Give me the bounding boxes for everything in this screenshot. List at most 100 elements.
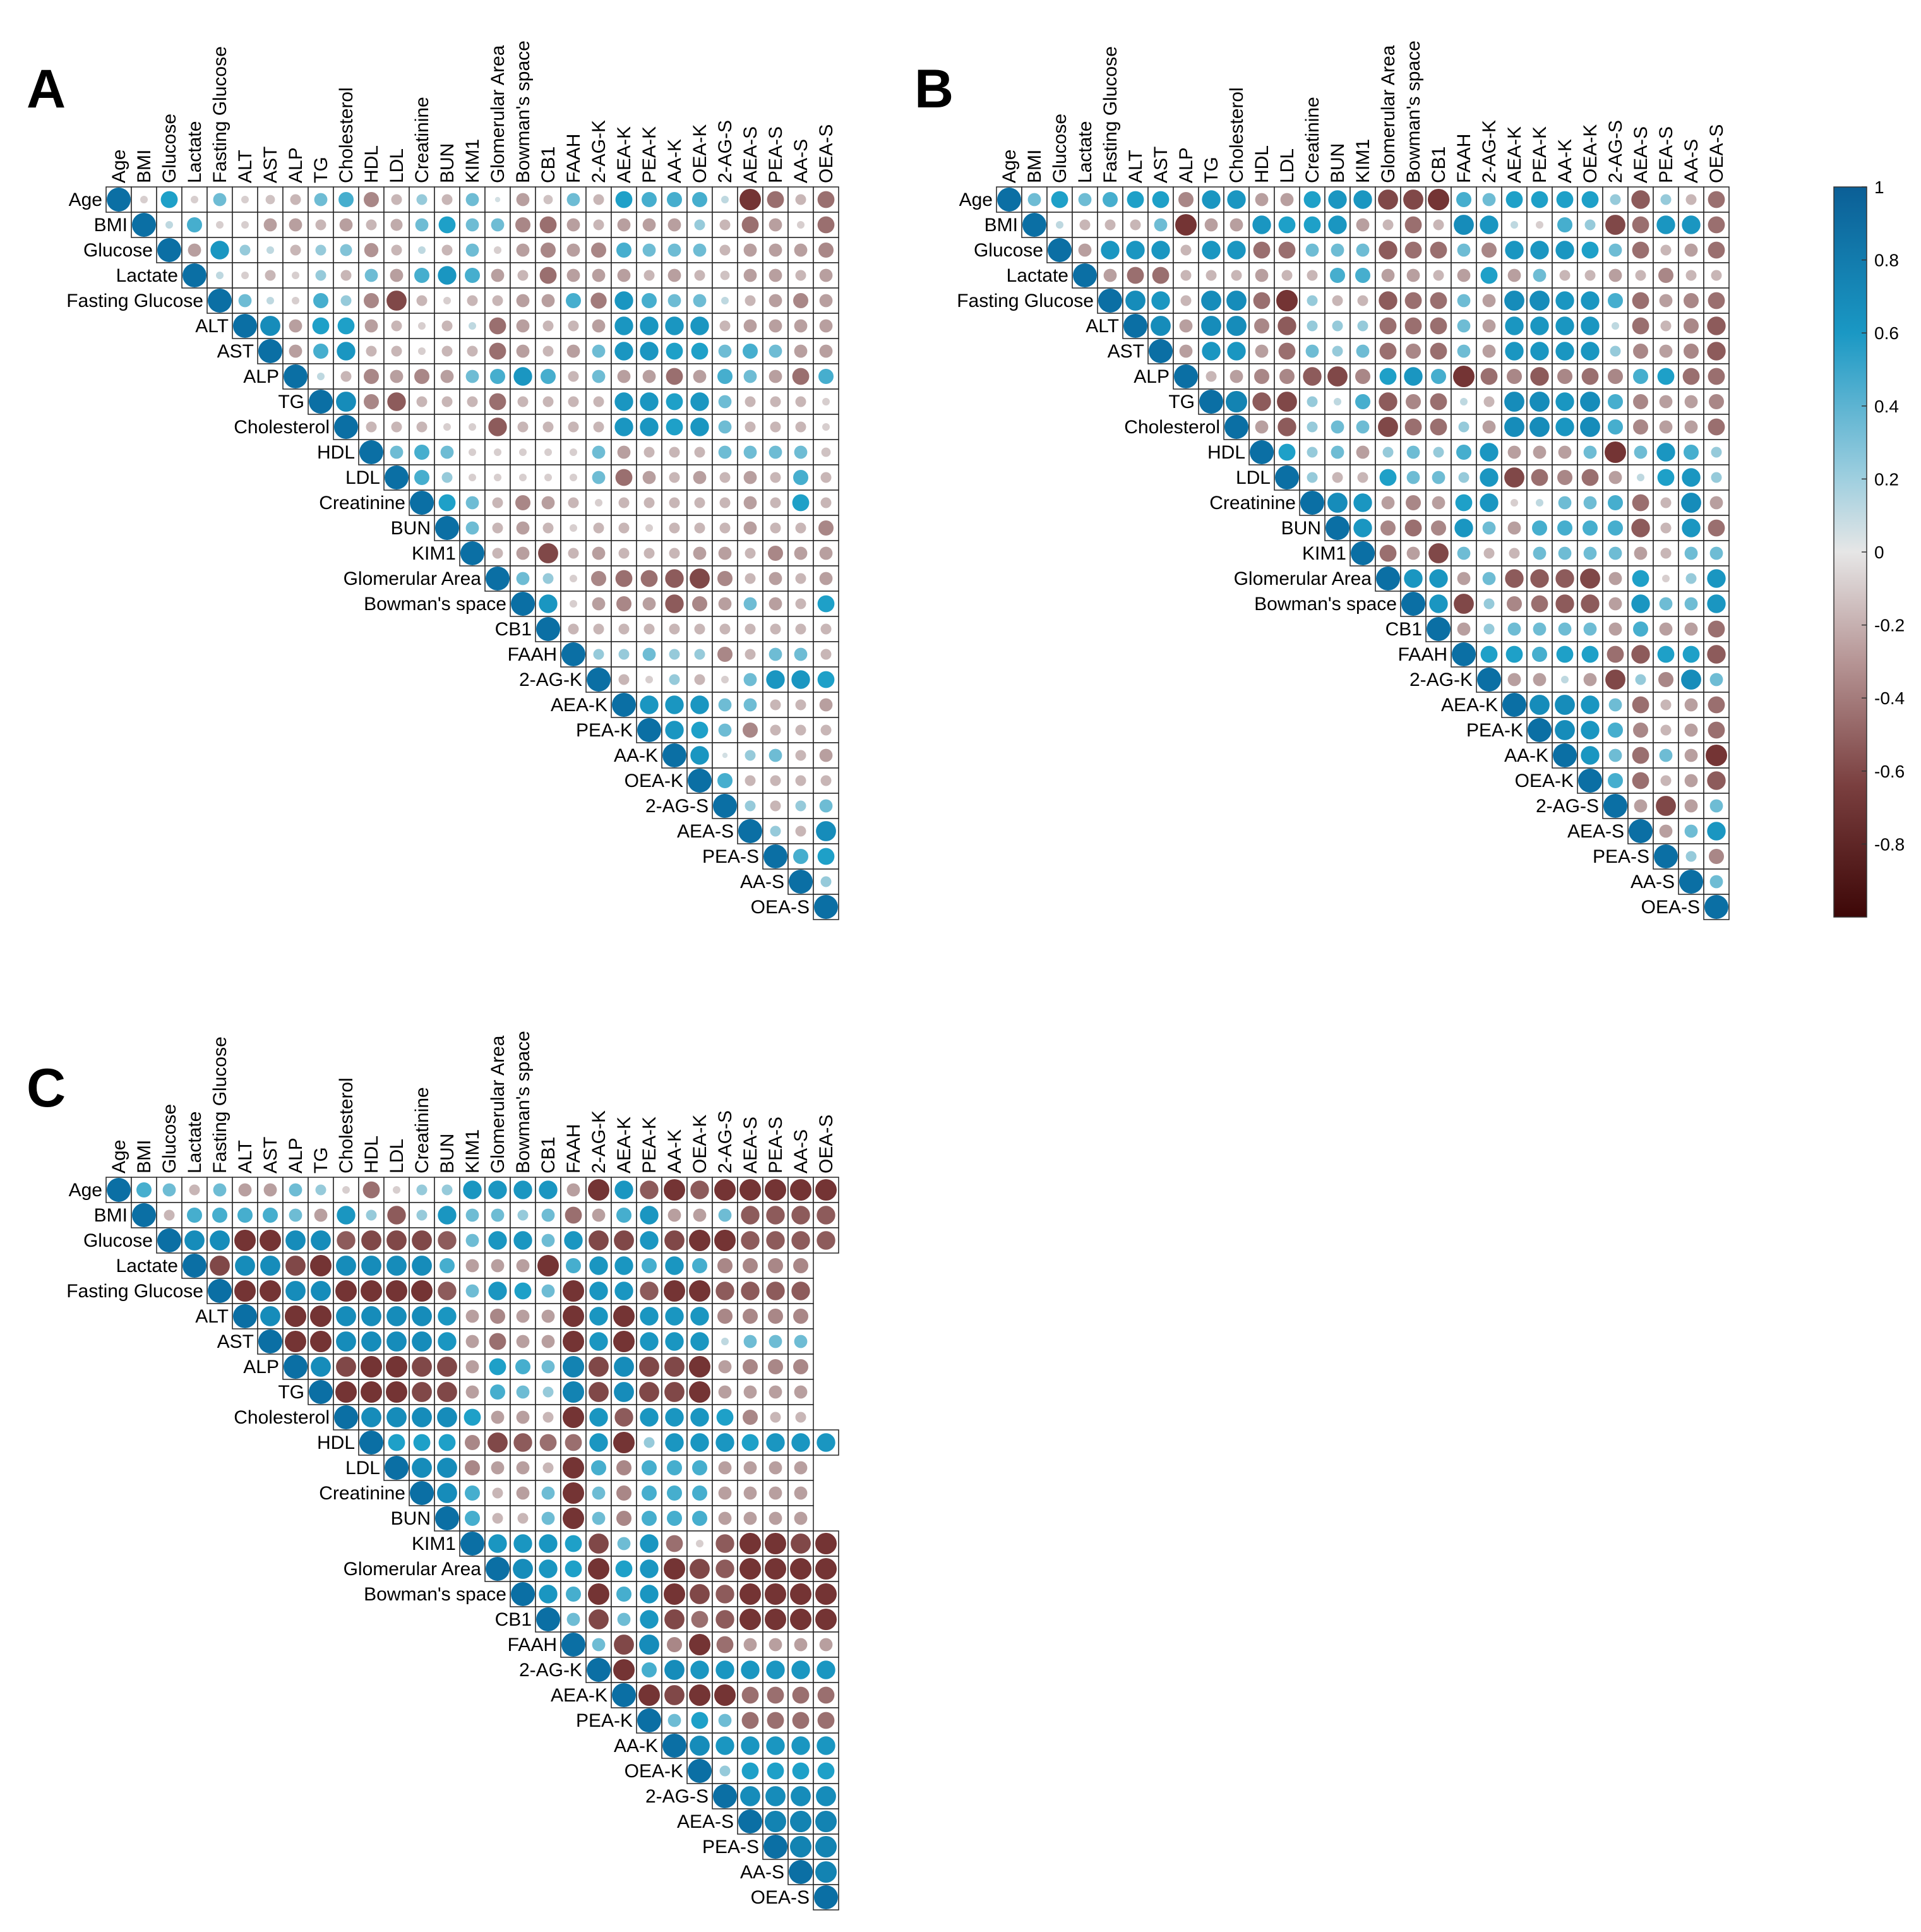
correlation-circle bbox=[517, 1209, 529, 1221]
correlation-circle bbox=[616, 243, 631, 258]
correlation-circle bbox=[1483, 548, 1495, 559]
correlation-circle bbox=[359, 1431, 383, 1455]
correlation-circle bbox=[743, 1258, 758, 1273]
correlation-circle bbox=[1483, 598, 1495, 609]
correlation-circle bbox=[665, 1408, 684, 1427]
correlation-circle bbox=[694, 649, 705, 660]
column-label: ALT bbox=[235, 150, 256, 183]
correlation-circle bbox=[391, 345, 402, 357]
correlation-circle bbox=[1477, 668, 1501, 692]
correlation-circle bbox=[1328, 215, 1347, 234]
correlation-circle bbox=[1685, 573, 1697, 584]
correlation-circle bbox=[1430, 241, 1447, 259]
correlation-circle bbox=[1303, 216, 1321, 234]
correlation-circle bbox=[743, 597, 757, 611]
row-label: TG bbox=[278, 1382, 304, 1403]
correlation-circle bbox=[1511, 499, 1518, 507]
column-label: HDL bbox=[361, 1136, 382, 1173]
correlation-circle bbox=[819, 294, 833, 308]
correlation-circle bbox=[1454, 215, 1474, 235]
row-label: KIM1 bbox=[412, 543, 456, 564]
correlation-circle bbox=[669, 522, 680, 534]
correlation-circle bbox=[642, 471, 656, 484]
correlation-circle bbox=[593, 219, 604, 231]
correlation-circle bbox=[516, 1410, 530, 1424]
correlation-circle bbox=[592, 344, 606, 358]
correlation-circle bbox=[465, 1460, 480, 1475]
correlation-circle bbox=[1581, 645, 1599, 663]
correlation-circle bbox=[614, 316, 633, 335]
correlation-circle bbox=[745, 623, 756, 635]
correlation-circle bbox=[770, 699, 781, 711]
correlation-circle bbox=[162, 1183, 176, 1197]
column-label: Cholesterol bbox=[336, 87, 357, 183]
correlation-circle bbox=[187, 1208, 202, 1223]
correlation-circle bbox=[539, 1180, 558, 1199]
correlation-circle bbox=[770, 497, 781, 508]
correlation-circle bbox=[1556, 191, 1574, 208]
column-label: AEA-K bbox=[1504, 126, 1525, 183]
correlation-circle bbox=[593, 649, 604, 660]
matrix-cell bbox=[358, 237, 385, 263]
correlation-circle bbox=[692, 1258, 707, 1273]
correlation-circle bbox=[615, 1560, 633, 1578]
correlation-circle bbox=[1357, 295, 1368, 306]
correlation-circle bbox=[692, 1485, 707, 1501]
correlation-circle bbox=[1555, 392, 1574, 411]
correlation-circle bbox=[334, 1405, 358, 1429]
correlation-circle bbox=[770, 396, 781, 407]
correlation-circle bbox=[460, 1532, 484, 1556]
correlation-circle bbox=[539, 216, 557, 234]
correlation-circle bbox=[488, 1231, 507, 1250]
correlation-circle bbox=[1708, 519, 1725, 537]
correlation-circle bbox=[794, 546, 808, 560]
correlation-circle bbox=[618, 497, 630, 508]
correlation-circle bbox=[465, 1335, 479, 1348]
correlation-circle bbox=[1125, 291, 1146, 311]
correlation-circle bbox=[361, 1280, 382, 1302]
correlation-circle bbox=[416, 194, 428, 205]
row-label: Age bbox=[69, 1180, 102, 1201]
correlation-circle bbox=[1507, 369, 1522, 384]
correlation-circle bbox=[438, 1206, 457, 1225]
correlation-circle bbox=[1480, 645, 1498, 663]
correlation-circle bbox=[568, 320, 579, 332]
correlation-circle bbox=[768, 1258, 783, 1273]
correlation-circle bbox=[768, 1359, 783, 1374]
correlation-circle bbox=[664, 1179, 685, 1201]
correlation-circle bbox=[714, 1179, 736, 1201]
correlation-circle bbox=[667, 268, 681, 282]
correlation-circle bbox=[492, 497, 503, 508]
correlation-circle bbox=[1255, 193, 1269, 207]
correlation-circle bbox=[516, 1259, 530, 1273]
correlation-circle bbox=[488, 417, 507, 436]
row-label: Cholesterol bbox=[234, 417, 330, 438]
correlation-circle bbox=[817, 191, 835, 208]
correlation-circle bbox=[1483, 396, 1495, 407]
column-label: Creatinine bbox=[412, 1087, 433, 1173]
correlation-circle bbox=[718, 1461, 732, 1475]
correlation-circle bbox=[412, 1357, 432, 1377]
correlation-circle bbox=[718, 344, 732, 358]
correlation-circle bbox=[1557, 520, 1572, 536]
correlation-circle bbox=[1660, 699, 1672, 711]
correlation-circle bbox=[664, 1685, 685, 1705]
correlation-circle bbox=[743, 673, 757, 687]
correlation-circle bbox=[1555, 569, 1574, 588]
matrix-cell bbox=[1324, 464, 1351, 491]
matrix-cell bbox=[459, 262, 486, 289]
correlation-circle bbox=[1480, 443, 1499, 462]
correlation-circle bbox=[517, 421, 529, 433]
column-label: LDL bbox=[386, 148, 407, 183]
column-label: KIM1 bbox=[1353, 139, 1373, 183]
correlation-circle bbox=[290, 244, 301, 256]
row-label: PEA-S bbox=[702, 1837, 759, 1857]
correlation-circle bbox=[693, 1208, 707, 1222]
correlation-circle bbox=[1685, 194, 1697, 205]
correlation-circle bbox=[386, 1256, 407, 1276]
correlation-circle bbox=[492, 1487, 503, 1499]
correlation-circle bbox=[1334, 398, 1341, 405]
column-label: AEA-K bbox=[614, 1117, 635, 1173]
correlation-circle bbox=[1456, 445, 1471, 460]
row-label: Creatinine bbox=[1209, 493, 1296, 513]
